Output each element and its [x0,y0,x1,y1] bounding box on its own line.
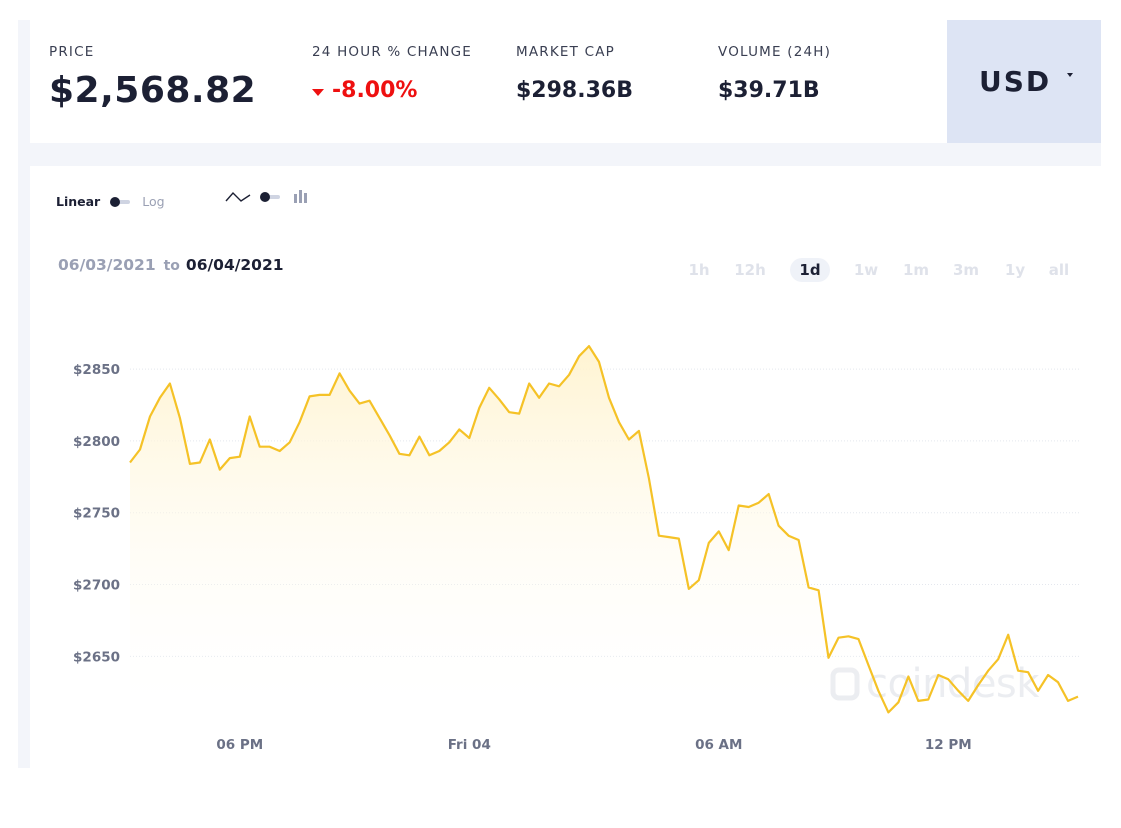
chart-type-switch-knob [260,192,270,202]
range-1h[interactable]: 1h [688,261,710,279]
change-value-wrap: -8.00% [312,78,472,103]
volume-stat: VOLUME (24H) $39.71B [718,44,831,103]
chart-type-switch[interactable] [260,192,284,202]
x-tick-label: 06 AM [695,737,742,753]
range-1m[interactable]: 1m [902,261,930,279]
candlestick-icon[interactable] [292,188,310,206]
range-3m[interactable]: 3m [952,261,980,279]
chart-type-toggle [224,188,310,206]
scale-toggle: Linear Log [56,194,165,209]
x-axis: 06 PM Fri 04 06 AM 12 PM [216,737,971,753]
volume-value: $39.71B [718,78,820,103]
x-tick-label: 12 PM [925,737,972,753]
market-cap-value: $298.36B [516,78,633,103]
y-tick-label: $2700 [73,578,120,594]
date-to[interactable]: 06/04/2021 [185,256,284,274]
currency-dropdown[interactable]: USD [947,20,1101,143]
change-label: 24 HOUR % CHANGE [312,44,473,60]
scale-switch-knob [110,196,121,207]
range-selector: 1h 12h 1d 1w 1m 3m 1y all [680,258,1080,284]
currency-selected: USD [979,65,1052,98]
volume-label: VOLUME (24H) [718,44,832,60]
x-tick-label: Fri 04 [448,737,491,753]
price-stat: PRICE $2,568.82 [49,44,256,111]
range-1w[interactable]: 1w [853,261,879,279]
line-chart-icon[interactable] [224,189,252,205]
price-line [129,345,1079,714]
price-chart[interactable]: $2650$2700$2750$2800$2850 06 PM Fri 04 06 … [30,166,1101,768]
y-axis: $2650 $2700 $2750 $2800 $2850 [73,362,120,665]
y-tick-label: $2650 [73,649,120,665]
price-label: PRICE [49,44,95,60]
change-stat: 24 HOUR % CHANGE -8.00% [312,44,472,103]
range-12h[interactable]: 12h [734,261,766,279]
date-to-word: to [163,258,180,274]
market-cap-stat: MARKET CAP $298.36B [516,44,633,103]
caret-down-icon [1067,72,1074,77]
chart-type-switch-track [266,195,280,199]
range-1y[interactable]: 1y [1004,261,1026,279]
stats-bar: PRICE $2,568.82 24 HOUR % CHANGE -8.00% … [30,20,947,143]
market-cap-label: MARKET CAP [516,44,615,60]
price-area [130,346,1078,721]
date-range: 06/03/2021 to 06/04/2021 [58,256,284,274]
date-from[interactable]: 06/03/2021 [58,256,156,274]
down-arrow-icon [312,89,324,96]
change-value: -8.00% [332,78,418,103]
x-tick-label: 06 PM [216,737,263,753]
range-all[interactable]: all [1048,261,1070,279]
price-value: $2,568.82 [49,70,257,111]
range-1d[interactable]: 1d [790,258,830,282]
scale-linear-label[interactable]: Linear [56,194,101,209]
chart-panel: Linear Log 06/03/2021 to 06/04/2021 1h 1… [30,166,1101,768]
y-tick-label: $2850 [73,362,120,378]
scale-switch[interactable] [110,196,134,207]
scale-switch-track [116,199,131,204]
y-tick-label: $2800 [73,434,120,450]
scale-log-label[interactable]: Log [142,194,165,209]
y-tick-label: $2750 [73,506,120,522]
